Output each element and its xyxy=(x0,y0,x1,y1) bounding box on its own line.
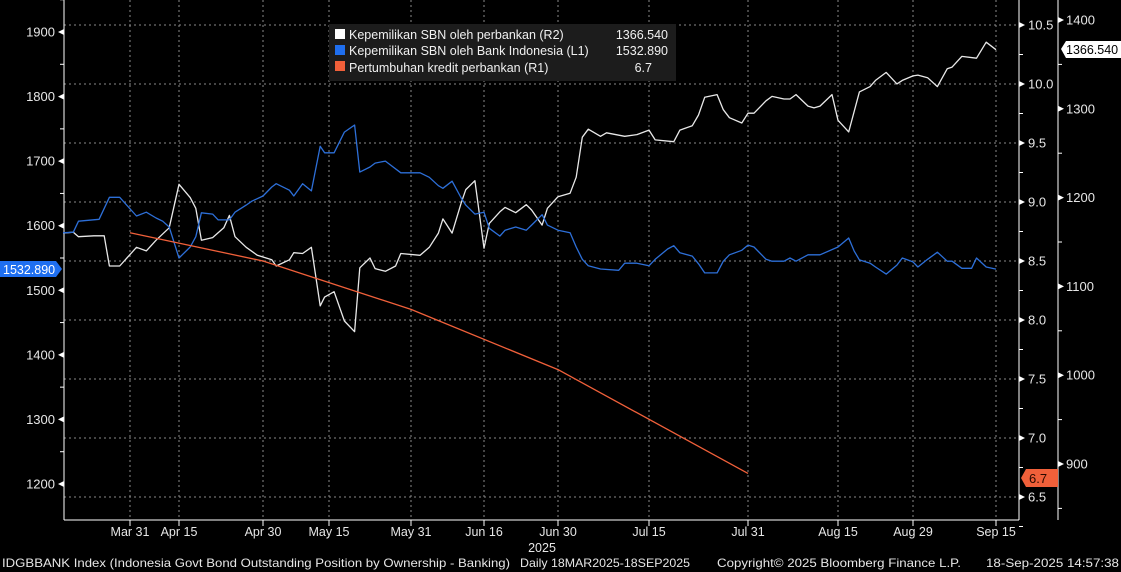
last-value-r1: 6.7 xyxy=(1029,471,1047,486)
y-tick-marker-r1 xyxy=(1019,494,1025,500)
series-lines xyxy=(62,41,997,474)
x-tick-label: May 15 xyxy=(309,525,350,539)
y-tick-marker-r1 xyxy=(1019,317,1025,323)
y-tick-label-l1: 1200 xyxy=(26,477,55,492)
legend-swatch-white xyxy=(335,29,345,39)
x-tick-label: Apr 30 xyxy=(245,525,282,539)
y-tick-marker-r1 xyxy=(1019,376,1025,382)
x-axis-year-label: 2025 xyxy=(528,541,556,555)
x-tick-label: Apr 15 xyxy=(161,525,198,539)
y-tick-label-l1: 1400 xyxy=(26,347,55,362)
series-line-sbn-perbankan xyxy=(62,41,997,333)
x-tick-label: Jul 31 xyxy=(731,525,764,539)
y-tick-label-r2: 1200 xyxy=(1066,190,1095,205)
y-tick-marker-r2 xyxy=(1058,283,1064,290)
tick-labels: Mar 31 Apr 15 Apr 30 May 15 May 31 Jun 16 Jun … xyxy=(26,0,1095,539)
y-tick-marker-r2 xyxy=(1058,461,1064,467)
legend-label-2: Pertumbuhan kredit perbankan (R1) xyxy=(349,61,548,75)
x-tick-label: Aug 29 xyxy=(893,525,933,539)
last-value-tag-r1: 6.7 xyxy=(1021,469,1058,487)
y-tick-label-r1: 9.5 xyxy=(1028,136,1046,151)
y-tick-marker-r1 xyxy=(1019,140,1025,146)
x-tick-label: Jun 16 xyxy=(465,525,503,539)
y-tick-marker-r1 xyxy=(1019,81,1025,87)
series-line-pertumbuhan-kredit xyxy=(129,232,749,474)
legend-swatch-blue xyxy=(335,45,345,55)
y-tick-label-r1: 7.0 xyxy=(1028,431,1046,446)
y-tick-marker-l1 xyxy=(58,416,64,423)
x-tick-label: Aug 15 xyxy=(818,525,858,539)
y-tick-label-r1: 8.5 xyxy=(1028,254,1046,269)
y-tick-label-l1: 1900 xyxy=(26,25,55,40)
y-tick-marker-r2 xyxy=(1058,372,1064,379)
y-tick-label-r2: 1400 xyxy=(1066,13,1095,28)
y-tick-label-r2: 900 xyxy=(1066,457,1088,472)
y-tick-label-r2: 1100 xyxy=(1066,279,1094,294)
y-tick-label-l1: 1300 xyxy=(26,412,55,427)
y-tick-marker-l1 xyxy=(58,481,64,487)
y-tick-marker-l1 xyxy=(58,222,64,229)
y-tick-marker-r1 xyxy=(1019,435,1025,441)
last-value-r2: 1366.540 xyxy=(1066,43,1118,57)
last-value-tag-r2: 1366.540 xyxy=(1061,41,1121,58)
y-tick-marker-l1 xyxy=(58,93,64,100)
y-tick-marker-l1 xyxy=(58,287,64,294)
y-tick-marker-r1 xyxy=(1019,199,1025,205)
footer-index-description: IDGBBANK Index (Indonesia Govt Bond Outs… xyxy=(2,556,510,570)
legend: Kepemilikan SBN oleh perbankan (R2) 1366… xyxy=(329,24,676,81)
y-tick-marker-l1 xyxy=(58,29,64,36)
series-line-sbn-bank-indonesia xyxy=(62,124,997,275)
y-tick-label-r2: 1300 xyxy=(1066,101,1095,116)
footer-copyright: Copyright© 2025 Bloomberg Finance L.P. xyxy=(717,556,961,570)
y-tick-label-l1: 1800 xyxy=(26,89,55,104)
legend-background xyxy=(329,24,676,81)
x-tick-label: Mar 31 xyxy=(111,525,150,539)
legend-label-1: Kepemilikan SBN oleh Bank Indonesia (L1) xyxy=(349,44,589,58)
y-tick-label-r1: 10.5 xyxy=(1028,18,1053,33)
y-tick-marker-r2 xyxy=(1058,17,1064,23)
legend-label-0: Kepemilikan SBN oleh perbankan (R2) xyxy=(349,28,564,42)
y-tick-label-l1: 1700 xyxy=(26,154,55,169)
footer-range: Daily 18MAR2025-18SEP2025 xyxy=(520,556,690,570)
y-tick-marker-l1 xyxy=(58,158,64,165)
y-tick-label-r1: 7.5 xyxy=(1028,372,1046,387)
last-value-tag-l1: 1532.890 xyxy=(0,261,62,277)
footer-timestamp: 18-Sep-2025 14:57:38 xyxy=(986,556,1119,570)
legend-value-1: 1532.890 xyxy=(616,44,668,58)
y-tick-label-l1: 1600 xyxy=(26,218,55,233)
y-tick-label-l1: 1500 xyxy=(26,283,55,298)
y-tick-label-r2: 1000 xyxy=(1066,368,1095,383)
y-tick-marker-r2 xyxy=(1058,194,1064,201)
x-tick-label: Jul 15 xyxy=(632,525,665,539)
x-tick-label: Sep 15 xyxy=(976,525,1016,539)
y-tick-label-r1: 6.5 xyxy=(1028,490,1046,505)
y-tick-marker-l1 xyxy=(58,351,64,358)
grid xyxy=(64,0,1019,520)
y-tick-marker-r1 xyxy=(1019,22,1025,28)
legend-swatch-orange xyxy=(335,61,345,71)
x-tick-label: May 31 xyxy=(391,525,432,539)
y-tick-label-r1: 10.0 xyxy=(1028,77,1053,92)
y-tick-label-r1: 8.0 xyxy=(1028,313,1046,328)
legend-value-0: 1366.540 xyxy=(616,28,668,42)
y-tick-label-r1: 9.0 xyxy=(1028,195,1046,210)
footer: IDGBBANK Index (Indonesia Govt Bond Outs… xyxy=(2,556,1119,570)
last-value-l1: 1532.890 xyxy=(3,263,55,277)
legend-value-2: 6.7 xyxy=(635,61,652,75)
y-tick-marker-r1 xyxy=(1019,258,1025,264)
x-tick-label: Jun 30 xyxy=(539,525,577,539)
y-tick-marker-r2 xyxy=(1058,105,1064,112)
